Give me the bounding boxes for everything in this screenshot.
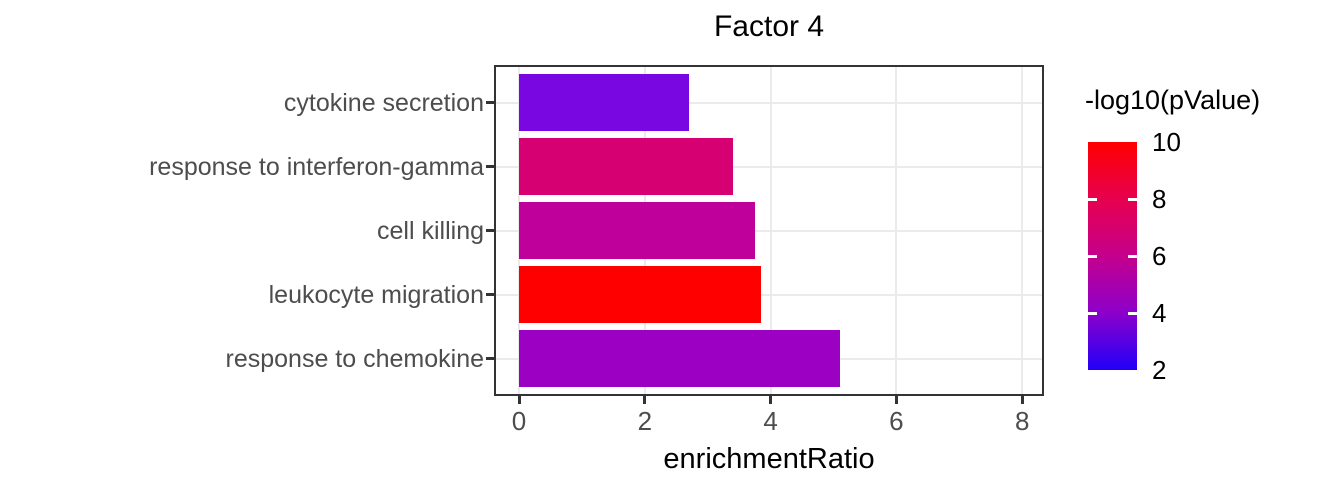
gridline-y	[496, 293, 1042, 296]
x-axis-tick	[517, 396, 521, 404]
y-axis-label: response to interferon-gamma	[149, 152, 484, 181]
x-axis-title: enrichmentRatio	[663, 443, 875, 475]
x-axis-tick	[769, 396, 773, 404]
legend-value-label: 8	[1152, 184, 1167, 214]
x-axis-tick-label: 8	[1014, 406, 1030, 436]
x-axis-tick-label: 6	[889, 406, 904, 436]
bar-response-to-chemokine	[519, 330, 840, 387]
gridline-x	[895, 67, 898, 394]
legend-value-label: 6	[1152, 241, 1167, 271]
x-axis-tick	[894, 396, 898, 404]
bar-cytokine-secretion	[519, 74, 689, 131]
gridline-y	[496, 229, 1042, 232]
y-axis-label: cell killing	[377, 216, 484, 245]
y-axis-tick	[486, 101, 494, 104]
gridline-x	[1021, 67, 1024, 394]
y-axis-tick	[486, 357, 494, 360]
bar-cell-killing	[519, 202, 755, 259]
plot-panel	[494, 65, 1044, 396]
gridline-y	[496, 101, 1042, 104]
legend-value-label: 2	[1152, 355, 1167, 385]
legend-tick	[1128, 311, 1137, 315]
y-axis-label: leukocyte migration	[268, 280, 484, 309]
x-axis-tick-label: 4	[763, 406, 778, 436]
legend-title: -log10(pValue)	[1085, 85, 1261, 115]
x-axis-tick-label: 0	[511, 406, 527, 436]
y-axis-label: cytokine secretion	[283, 88, 484, 117]
y-axis-tick	[486, 293, 494, 296]
y-axis-tick	[486, 229, 494, 232]
y-axis-label: response to chemokine	[225, 344, 484, 373]
bar-response-to-interferon-gamma	[519, 138, 733, 195]
chart-title: Factor 4	[713, 10, 825, 43]
legend-value-label: 4	[1152, 298, 1167, 328]
legend-tick	[1088, 197, 1097, 201]
colorbar-legend: -log10(pValue) 10 8 6 4 2	[1085, 85, 1335, 385]
legend-tick	[1088, 311, 1097, 315]
x-axis-tick	[643, 396, 647, 404]
bar-leukocyte-migration	[519, 266, 762, 323]
legend-tick	[1088, 254, 1097, 258]
y-axis-tick	[486, 165, 494, 168]
x-axis-tick	[1020, 396, 1024, 404]
gridline-y	[496, 165, 1042, 168]
legend-tick	[1128, 254, 1137, 258]
legend-tick	[1128, 197, 1137, 201]
x-axis-tick-label: 2	[637, 406, 653, 436]
gridline-x	[769, 67, 772, 394]
legend-value-label: 10	[1152, 127, 1181, 157]
